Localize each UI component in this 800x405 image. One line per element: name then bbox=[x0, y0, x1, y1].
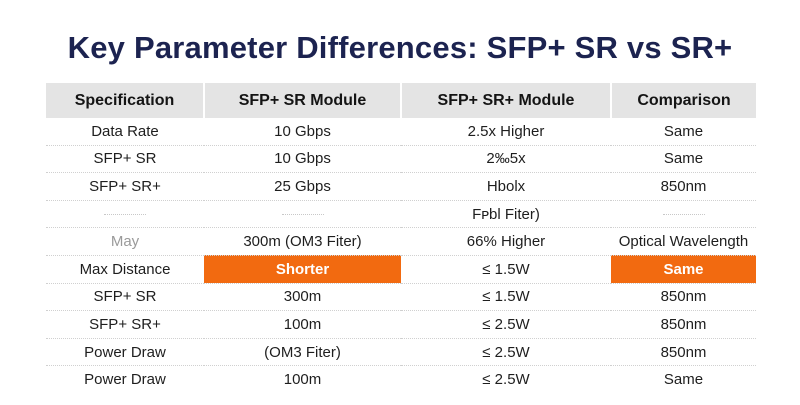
header-comparison: Comparison bbox=[611, 83, 756, 118]
cell-specification-empty bbox=[46, 199, 204, 228]
cell-sfp-sr: (OM3 Fiter) bbox=[204, 337, 401, 366]
dotted-divider bbox=[281, 214, 324, 216]
cell-sfp-sr: 10 Gbps bbox=[204, 144, 401, 173]
cell-comparison: 850nm bbox=[611, 282, 756, 311]
cell-sfp-sr: 25 Gbps bbox=[204, 172, 401, 201]
table-row: Data Rate 10 Gbps 2.5x Higher Same bbox=[46, 118, 756, 145]
page-title: Key Parameter Differences: SFP+ SR vs SR… bbox=[67, 30, 733, 65]
cell-sfp-sr: 10 Gbps bbox=[274, 122, 331, 140]
cell-specification: May bbox=[46, 227, 204, 256]
cell-specification: Data Rate bbox=[91, 122, 159, 140]
highlight-cell-sfp-sr: Shorter bbox=[204, 254, 401, 284]
parameter-table: Specification SFP+ SR Module SFP+ SR+ Mo… bbox=[46, 83, 756, 393]
cell-comparison: Same bbox=[611, 365, 756, 393]
cell-sfp-sr-plus: 66% Higher bbox=[401, 227, 611, 256]
cell-sfp-sr-plus: ≤ 1.5W bbox=[401, 282, 611, 311]
table-row: Power Draw (OM3 Fiter) ≤ 2.5W 850nm bbox=[46, 337, 756, 366]
cell-comparison: Optical Wavelength bbox=[611, 227, 756, 256]
cell-comparison-empty bbox=[611, 199, 756, 228]
cell-sfp-sr: 100m bbox=[204, 365, 401, 393]
table-header-row: Specification SFP+ SR Module SFP+ SR+ Mo… bbox=[46, 83, 756, 118]
cell-specification: Max Distance bbox=[46, 254, 204, 284]
cell-comparison: 850nm bbox=[611, 337, 756, 366]
table-row: SFP+ SR+ 25 Gbps Hbolx 850nm bbox=[46, 172, 756, 201]
table-row: May 300m (OM3 Fiter) 66% Higher Optical … bbox=[46, 227, 756, 256]
cell-specification: SFP+ SR+ bbox=[46, 310, 204, 339]
header-sfp-sr-plus-module: SFP+ SR+ Module bbox=[401, 83, 612, 118]
cell-specification: SFP+ SR+ bbox=[46, 172, 204, 201]
cell-comparison: 850nm bbox=[611, 172, 756, 201]
table-row: SFP+ SR+ 100m ≤ 2.5W 850nm bbox=[46, 310, 756, 339]
cell-sfp-sr-plus: ≤ 2.5W bbox=[401, 337, 611, 366]
cell-comparison: Same bbox=[611, 144, 756, 173]
cell-sfp-sr-plus: ≤ 1.5W bbox=[401, 254, 611, 284]
table-row: Power Draw 100m ≤ 2.5W Same bbox=[46, 365, 756, 393]
table-row: Max Distance Shorter ≤ 1.5W Same bbox=[46, 254, 756, 284]
highlight-cell-comparison: Same bbox=[611, 254, 756, 284]
cell-specification: Power Draw bbox=[46, 337, 204, 366]
table-row: SFP+ SR 10 Gbps 2‰5x Same bbox=[46, 144, 756, 173]
cell-sfp-sr-plus: Fᴩbl Fiter) bbox=[401, 199, 611, 228]
cell-sfp-sr-plus: 2‰5x bbox=[401, 144, 611, 173]
cell-specification: SFP+ SR bbox=[46, 144, 204, 173]
cell-sfp-sr-empty bbox=[204, 199, 401, 228]
cell-sfp-sr-plus: ≤ 2.5W bbox=[401, 310, 611, 339]
header-sfp-sr-module: SFP+ SR Module bbox=[204, 83, 402, 118]
cell-sfp-sr-plus: Hbolx bbox=[401, 172, 611, 201]
cell-specification: SFP+ SR bbox=[46, 282, 204, 311]
cell-specification: Power Draw bbox=[46, 365, 204, 393]
dotted-divider bbox=[104, 214, 146, 216]
header-specification: Specification bbox=[46, 83, 205, 118]
cell-sfp-sr: 100m bbox=[204, 310, 401, 339]
cell-sfp-sr: 300m bbox=[204, 282, 401, 311]
table-row: SFP+ SR 300m ≤ 1.5W 850nm bbox=[46, 282, 756, 311]
cell-comparison: Same bbox=[663, 122, 704, 140]
cell-sfp-sr: 300m (OM3 Fiter) bbox=[204, 227, 401, 256]
cell-sfp-sr-plus: ≤ 2.5W bbox=[401, 365, 611, 393]
table-row: Fᴩbl Fiter) bbox=[46, 199, 756, 228]
cell-comparison: 850nm bbox=[611, 310, 756, 339]
dotted-divider bbox=[662, 214, 705, 216]
cell-sfp-sr-plus: 2.5x Higher bbox=[467, 122, 545, 140]
